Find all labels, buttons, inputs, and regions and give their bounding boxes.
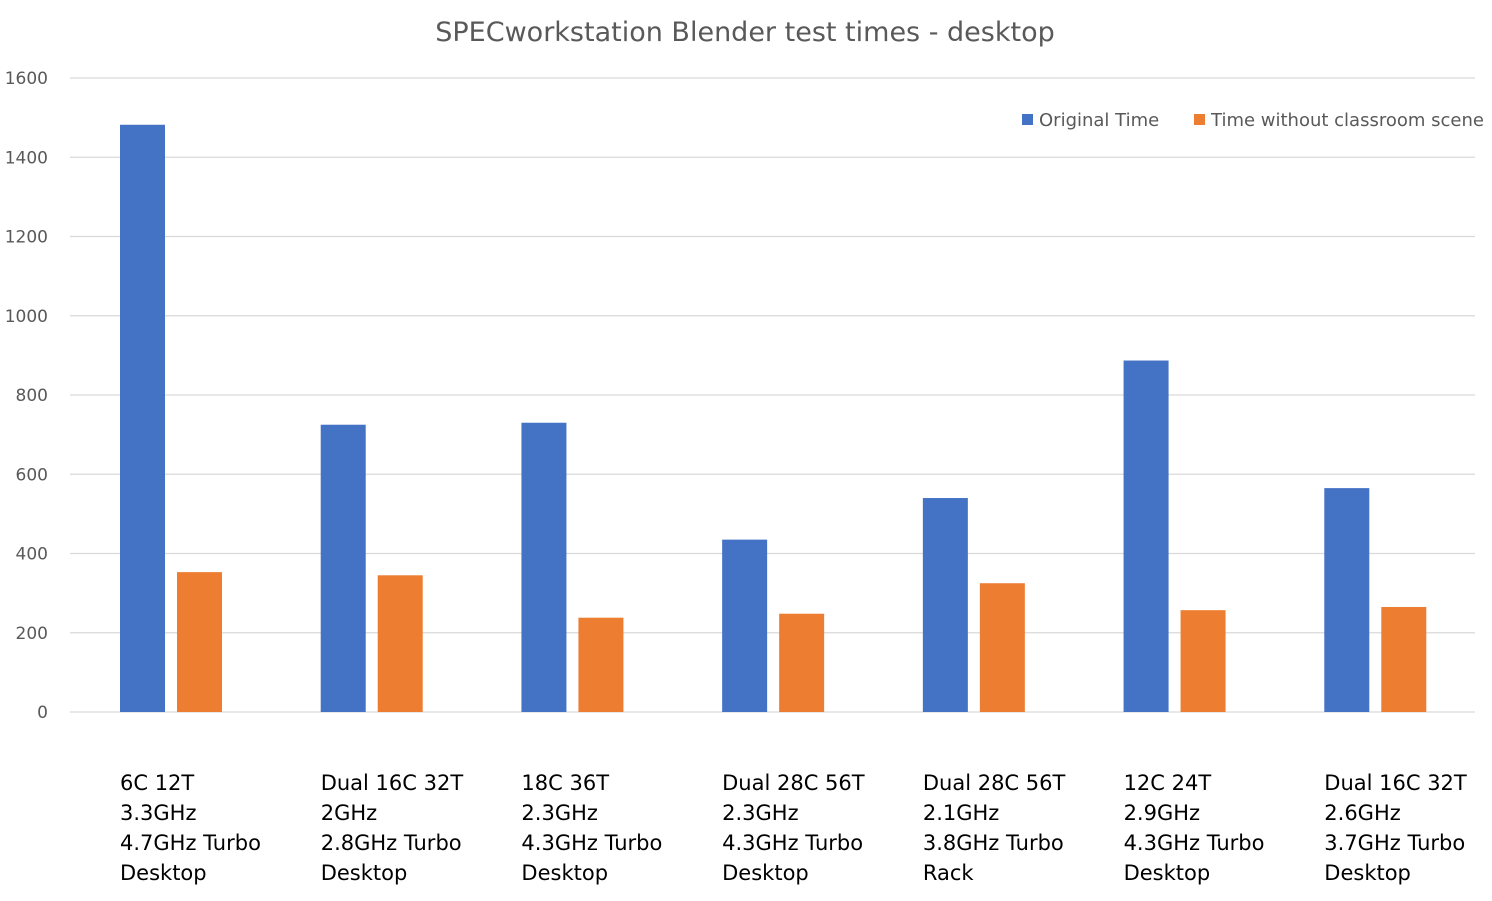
x-category-label-line: Desktop	[1324, 861, 1411, 885]
x-category-label: Dual 28C 56T 2.1GHz 3.8GHz Turbo Rack	[923, 771, 1066, 885]
y-tick-label: 200	[16, 624, 48, 644]
bar-time-without-classroom-scene	[979, 583, 1025, 712]
bar-time-without-classroom-scene	[1180, 610, 1226, 712]
x-category-label-line: 6C 12T	[120, 771, 194, 795]
y-tick-label: 400	[16, 545, 48, 565]
bar-original-time	[722, 539, 768, 712]
gridlines	[70, 77, 1475, 713]
x-category-label: 6C 12T 3.3GHz 4.7GHz Turbo Desktop	[120, 771, 261, 885]
bar-time-without-classroom-scene	[1381, 606, 1427, 712]
x-category-label-line: Dual 28C 56T	[923, 771, 1066, 795]
legend-label: Time without classroom scene	[1210, 110, 1484, 131]
bar-original-time	[1123, 360, 1169, 712]
bar-original-time	[1324, 488, 1370, 712]
bar-original-time	[922, 498, 968, 712]
bar-time-without-classroom-scene	[578, 617, 624, 712]
bar-original-time	[521, 422, 567, 712]
x-category-label: Dual 28C 56T 2.3GHz 4.3GHz Turbo Desktop	[722, 771, 865, 885]
x-category-label-line: 2.8GHz Turbo	[321, 831, 462, 855]
x-category-label-line: 2.9GHz	[1124, 801, 1200, 825]
x-category-label-line: Dual 16C 32T	[1324, 771, 1467, 795]
y-tick-label: 1000	[5, 307, 48, 327]
x-category-label-line: 2GHz	[321, 801, 377, 825]
y-tick-label: 1600	[5, 69, 48, 89]
x-category-label-line: Desktop	[521, 861, 608, 885]
x-category-label-line: Desktop	[722, 861, 809, 885]
bar-original-time	[120, 124, 165, 712]
x-category-label-line: Desktop	[321, 861, 408, 885]
x-category-label-line: 4.3GHz Turbo	[1124, 831, 1265, 855]
x-category-label-line: 12C 24T	[1124, 771, 1212, 795]
x-category-label: Dual 16C 32T 2.6GHz 3.7GHz Turbo Desktop	[1324, 771, 1467, 885]
x-category-label-line: 18C 36T	[521, 771, 609, 795]
x-category-label-line: 3.7GHz Turbo	[1324, 831, 1465, 855]
x-category-label-line: Dual 28C 56T	[722, 771, 865, 795]
x-category-label-line: 2.6GHz	[1324, 801, 1400, 825]
x-category-label: Dual 16C 32T 2GHz 2.8GHz Turbo Desktop	[321, 771, 464, 885]
bar-time-without-classroom-scene	[377, 575, 423, 712]
y-tick-label: 600	[16, 465, 48, 485]
y-tick-label: 1400	[5, 148, 48, 168]
y-axis-tick-labels: 0 200 400 600 800 1000 1200 1400 1600	[5, 69, 48, 723]
x-category-label-line: Dual 16C 32T	[321, 771, 464, 795]
bars	[120, 124, 1427, 712]
legend-swatch	[1194, 114, 1205, 125]
x-category-label-line: 2.1GHz	[923, 801, 999, 825]
x-category-label-line: 4.7GHz Turbo	[120, 831, 261, 855]
x-category-label-line: 3.8GHz Turbo	[923, 831, 1064, 855]
x-category-label-line: Desktop	[1124, 861, 1211, 885]
x-category-label-line: Desktop	[120, 861, 207, 885]
x-category-label-line: 2.3GHz	[722, 801, 798, 825]
x-category-label-line: 3.3GHz	[120, 801, 196, 825]
legend-label: Original Time	[1039, 110, 1159, 131]
y-tick-label: 800	[16, 386, 48, 406]
x-category-label-line: 4.3GHz Turbo	[521, 831, 662, 855]
bar-original-time	[320, 424, 366, 712]
legend-swatch	[1022, 114, 1033, 125]
bar-time-without-classroom-scene	[779, 613, 825, 712]
x-category-label-line: 2.3GHz	[521, 801, 597, 825]
x-category-label-line: 4.3GHz Turbo	[722, 831, 863, 855]
x-category-label: 12C 24T 2.9GHz 4.3GHz Turbo Desktop	[1124, 771, 1265, 885]
bar-time-without-classroom-scene	[177, 572, 222, 712]
legend: Original Time Time without classroom scen…	[1022, 110, 1484, 131]
y-tick-label: 0	[37, 703, 48, 723]
chart-title: SPECworkstation Blender test times - des…	[435, 17, 1054, 48]
x-category-label-line: Rack	[923, 861, 975, 885]
x-category-label: 18C 36T 2.3GHz 4.3GHz Turbo Desktop	[521, 771, 662, 885]
y-tick-label: 1200	[5, 228, 48, 248]
